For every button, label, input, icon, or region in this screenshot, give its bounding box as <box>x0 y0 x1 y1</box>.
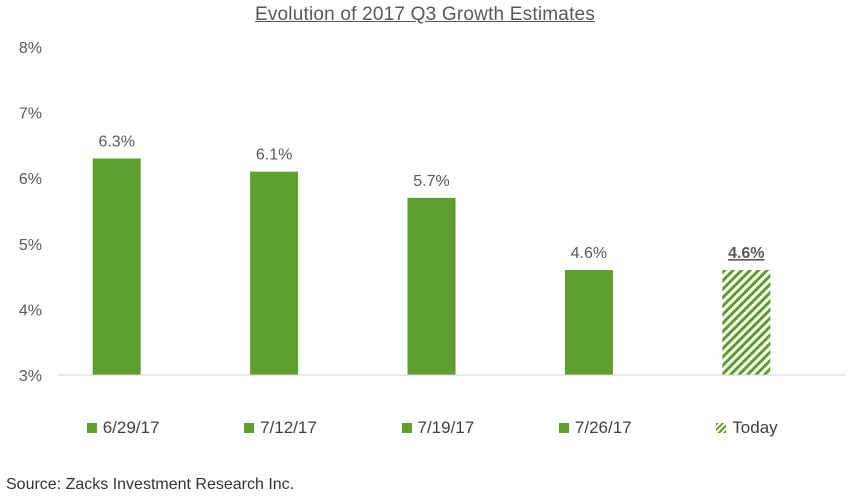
data-label: 4.6% <box>728 245 764 262</box>
y-tick-label: 7% <box>19 106 42 123</box>
legend-label: 7/19/17 <box>417 418 475 437</box>
legend-item: 7/19/17 <box>401 418 475 438</box>
legend-item: 7/26/17 <box>558 418 632 438</box>
legend-swatch <box>86 423 97 433</box>
legend-swatch <box>716 423 727 433</box>
bar-today <box>722 270 771 375</box>
y-tick-label: 8% <box>19 40 42 57</box>
data-label: 6.3% <box>98 134 134 151</box>
legend-swatch <box>244 423 255 433</box>
data-label: 6.1% <box>256 147 292 164</box>
legend-label: 7/26/17 <box>574 418 632 437</box>
bar-7-19-17 <box>407 197 456 375</box>
legend: 6/29/17 7/12/17 7/19/17 7/26/17 Today <box>0 418 850 442</box>
y-tick-label: 5% <box>19 237 42 254</box>
legend-item: 6/29/17 <box>86 418 160 438</box>
legend-label: 6/29/17 <box>102 418 160 437</box>
legend-swatch <box>401 423 412 433</box>
data-label: 5.7% <box>413 173 449 190</box>
bar-7-26-17 <box>564 270 613 375</box>
legend-label: Today <box>732 418 778 437</box>
legend-label: 7/12/17 <box>260 418 317 437</box>
legend-item: 7/12/17 <box>244 418 317 438</box>
y-tick-label: 4% <box>19 302 42 319</box>
legend-swatch <box>558 423 569 433</box>
source-note: Source: Zacks Investment Research Inc. <box>6 476 295 493</box>
y-tick-label: 6% <box>19 171 42 188</box>
bar-7-12-17 <box>250 171 299 375</box>
bar-6-29-17 <box>92 158 141 375</box>
chart-title: Evolution of 2017 Q3 Growth Estimates <box>254 4 596 25</box>
data-label: 4.6% <box>571 245 607 262</box>
y-tick-label: 3% <box>19 368 42 385</box>
legend-item: Today <box>716 418 778 438</box>
